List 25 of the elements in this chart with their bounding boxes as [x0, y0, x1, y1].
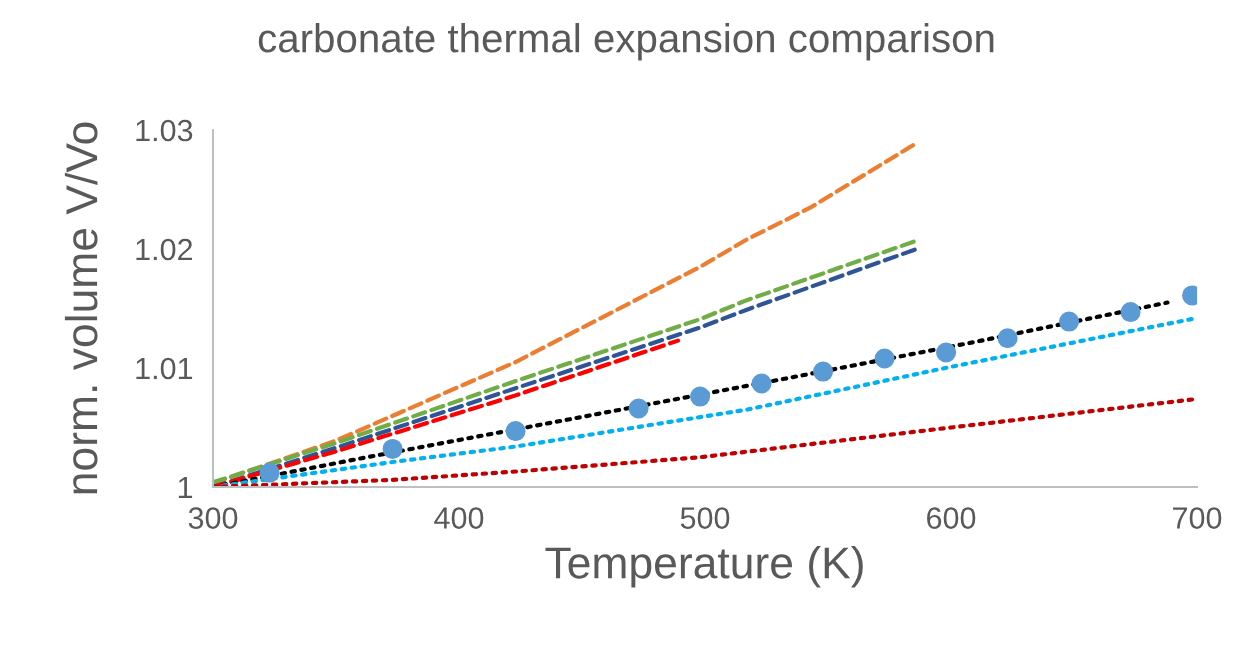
- y-tick-label: 1.01: [136, 357, 193, 380]
- point: [259, 462, 280, 483]
- x-tick-label: 400: [434, 507, 484, 529]
- point: [813, 361, 834, 382]
- point: [505, 421, 526, 442]
- point: [751, 373, 772, 394]
- y-tick-label: 1: [178, 477, 193, 499]
- x-tick-label: 300: [188, 507, 238, 529]
- point: [874, 348, 895, 369]
- point: [1059, 311, 1080, 332]
- point: [690, 386, 711, 407]
- point: [936, 342, 957, 363]
- y-axis-title: norm. volume V/Vo: [64, 122, 98, 494]
- x-tick-label: 700: [1173, 507, 1222, 529]
- point: [997, 328, 1018, 349]
- point: [382, 438, 403, 459]
- x-tick-label: 500: [680, 507, 730, 529]
- line-series: [213, 338, 681, 487]
- point: [1120, 302, 1141, 323]
- chart-title: carbonate thermal expansion comparison: [258, 23, 994, 61]
- x-tick-label: 600: [927, 507, 976, 529]
- y-tick-label: 1.02: [136, 238, 193, 261]
- point: [628, 398, 649, 419]
- y-tick-label: 1.03: [136, 119, 193, 142]
- x-axis-title: Temperature (K): [545, 546, 863, 588]
